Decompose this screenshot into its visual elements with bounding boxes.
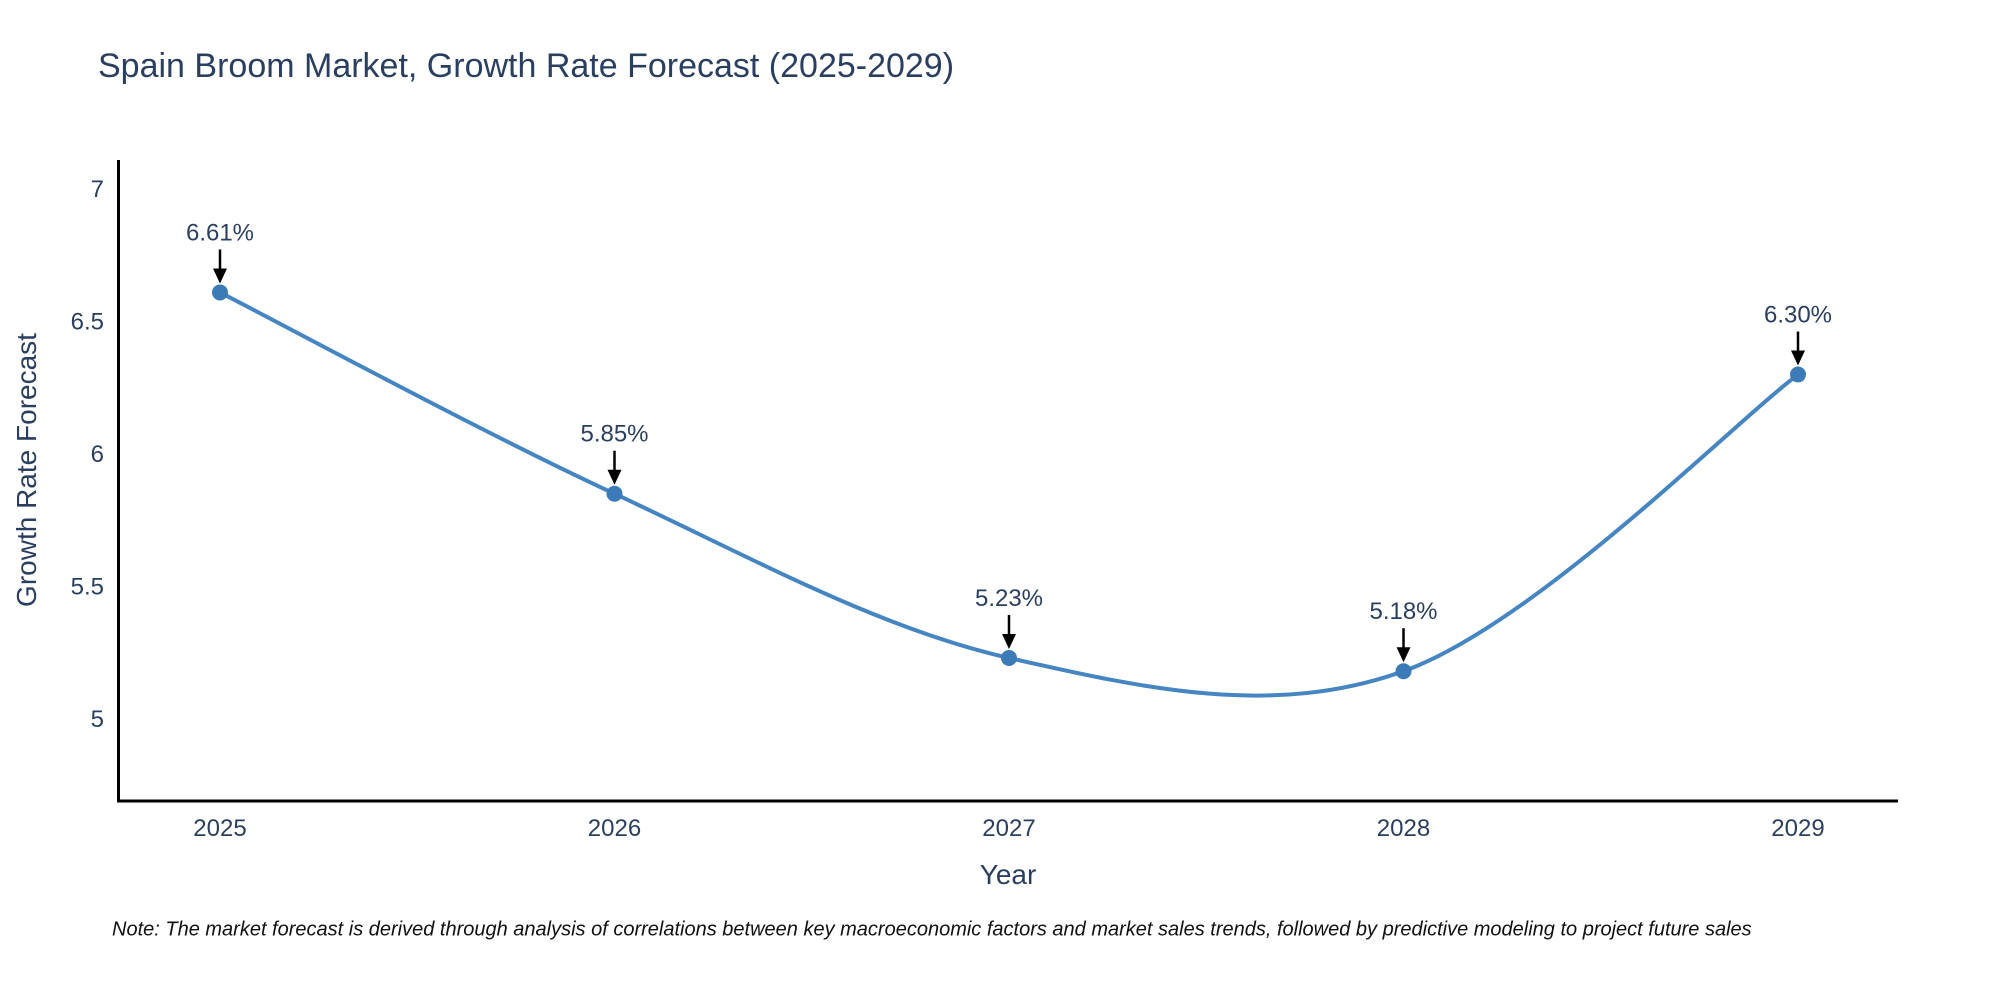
x-tick-label: 2025 [193,815,246,842]
annotation-label: 5.85% [580,421,648,448]
x-tick-label: 2027 [982,815,1035,842]
data-point-marker [606,485,623,502]
footnote: Note: The market forecast is derived thr… [112,918,1752,941]
y-tick-label: 7 [91,176,104,203]
x-tick-label: 2026 [588,815,641,842]
annotation-arrowhead [1002,633,1016,649]
annotation-label: 6.30% [1764,302,1832,329]
annotation-arrowhead [1791,350,1805,366]
y-tick-label: 5 [91,706,104,733]
x-tick-label: 2028 [1377,815,1430,842]
data-point-marker [1790,366,1806,383]
x-axis-title: Year [979,859,1037,890]
chart-title: Spain Broom Market, Growth Rate Forecast… [98,47,955,85]
annotation-label: 5.23% [975,585,1043,612]
y-tick-label: 6 [91,441,104,468]
annotation-label: 5.18% [1369,598,1437,625]
y-tick-label: 6.5 [71,309,104,336]
y-tick-label: 5.5 [71,573,104,600]
annotation-arrowhead [213,268,227,284]
data-point-marker [1395,663,1412,680]
data-point-marker [212,284,228,301]
x-tick-label: 2029 [1771,815,1824,842]
annotation-arrowhead [1396,647,1411,663]
annotation-label: 6.61% [186,219,254,246]
data-point-marker [1001,649,1017,666]
annotation-arrowhead [607,469,622,485]
